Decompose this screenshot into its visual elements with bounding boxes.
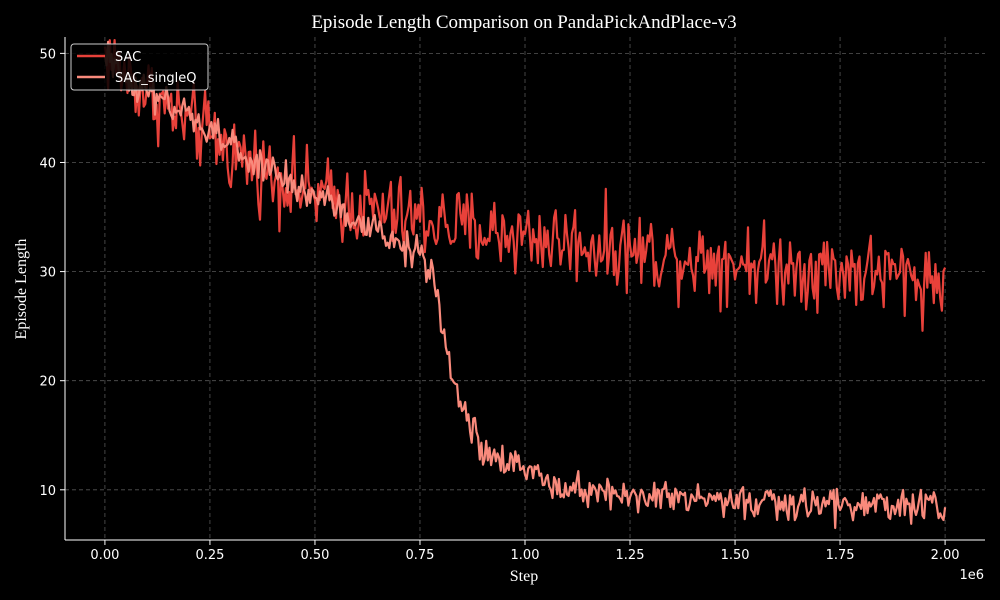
x-tick-label: 1.25 xyxy=(616,548,645,563)
series-lines xyxy=(103,38,947,530)
x-tick-label: 0.75 xyxy=(406,548,435,563)
x-axis-offset-label: 1e6 xyxy=(959,568,984,583)
x-tick-label: 2.00 xyxy=(931,548,960,563)
y-tick-label: 20 xyxy=(39,375,56,390)
y-tick-label: 40 xyxy=(39,156,56,171)
series-line-sac-singleq xyxy=(103,40,947,530)
x-tick-label: 0.50 xyxy=(300,548,329,563)
x-axis-label: Step xyxy=(510,568,538,585)
x-tick-label: 1.75 xyxy=(826,548,855,563)
chart-title: Episode Length Comparison on PandaPickAn… xyxy=(311,12,736,33)
x-tick-label: 0.00 xyxy=(90,548,119,563)
x-tick-label: 1.50 xyxy=(721,548,750,563)
series-line-sac xyxy=(103,38,947,332)
y-tick-label: 10 xyxy=(39,484,56,499)
legend-label-sac: SAC xyxy=(115,50,141,65)
axes xyxy=(60,37,985,545)
x-tick-label: 1.00 xyxy=(511,548,540,563)
tick-labels: 0.00 0.25 0.50 0.75 1.00 1.25 1.50 1.75 2.00 10 20… xyxy=(39,47,959,563)
y-axis-label: Episode Length xyxy=(13,239,30,340)
y-tick-label: 50 xyxy=(39,47,56,62)
legend-label-sac-singleq: SAC_singleQ xyxy=(115,71,196,86)
y-tick-label: 30 xyxy=(39,266,56,281)
legend-box xyxy=(70,43,209,91)
legend: SAC SAC_singleQ xyxy=(70,43,209,91)
x-tick-label: 0.25 xyxy=(195,548,224,563)
